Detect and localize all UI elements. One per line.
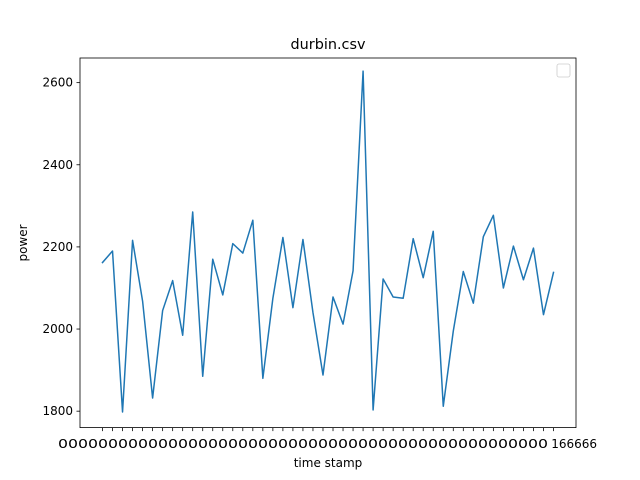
x-tick-label-last: 166666 <box>551 437 597 451</box>
plot-frame <box>79 57 577 429</box>
y-tick-label: 1800 <box>42 404 73 418</box>
y-tick-label: 2600 <box>42 76 73 90</box>
legend-box <box>556 63 571 78</box>
x-axis-label: time stamp <box>294 456 363 470</box>
y-tick-label: 2000 <box>42 322 73 336</box>
y-tick-label: 2200 <box>42 240 73 254</box>
y-axis-label: power <box>16 224 30 261</box>
y-axis: 1800 2000 2200 2400 2600 <box>42 76 80 418</box>
series-line <box>101 70 555 413</box>
x-axis: 0000000000000000000000000000000000000000… <box>58 427 597 451</box>
legend <box>556 63 571 78</box>
x-tick-labels: 0000000000000000000000000000000000000000… <box>58 437 548 451</box>
chart-title: durbin.csv <box>291 37 366 53</box>
y-tick-label: 2400 <box>42 158 73 172</box>
